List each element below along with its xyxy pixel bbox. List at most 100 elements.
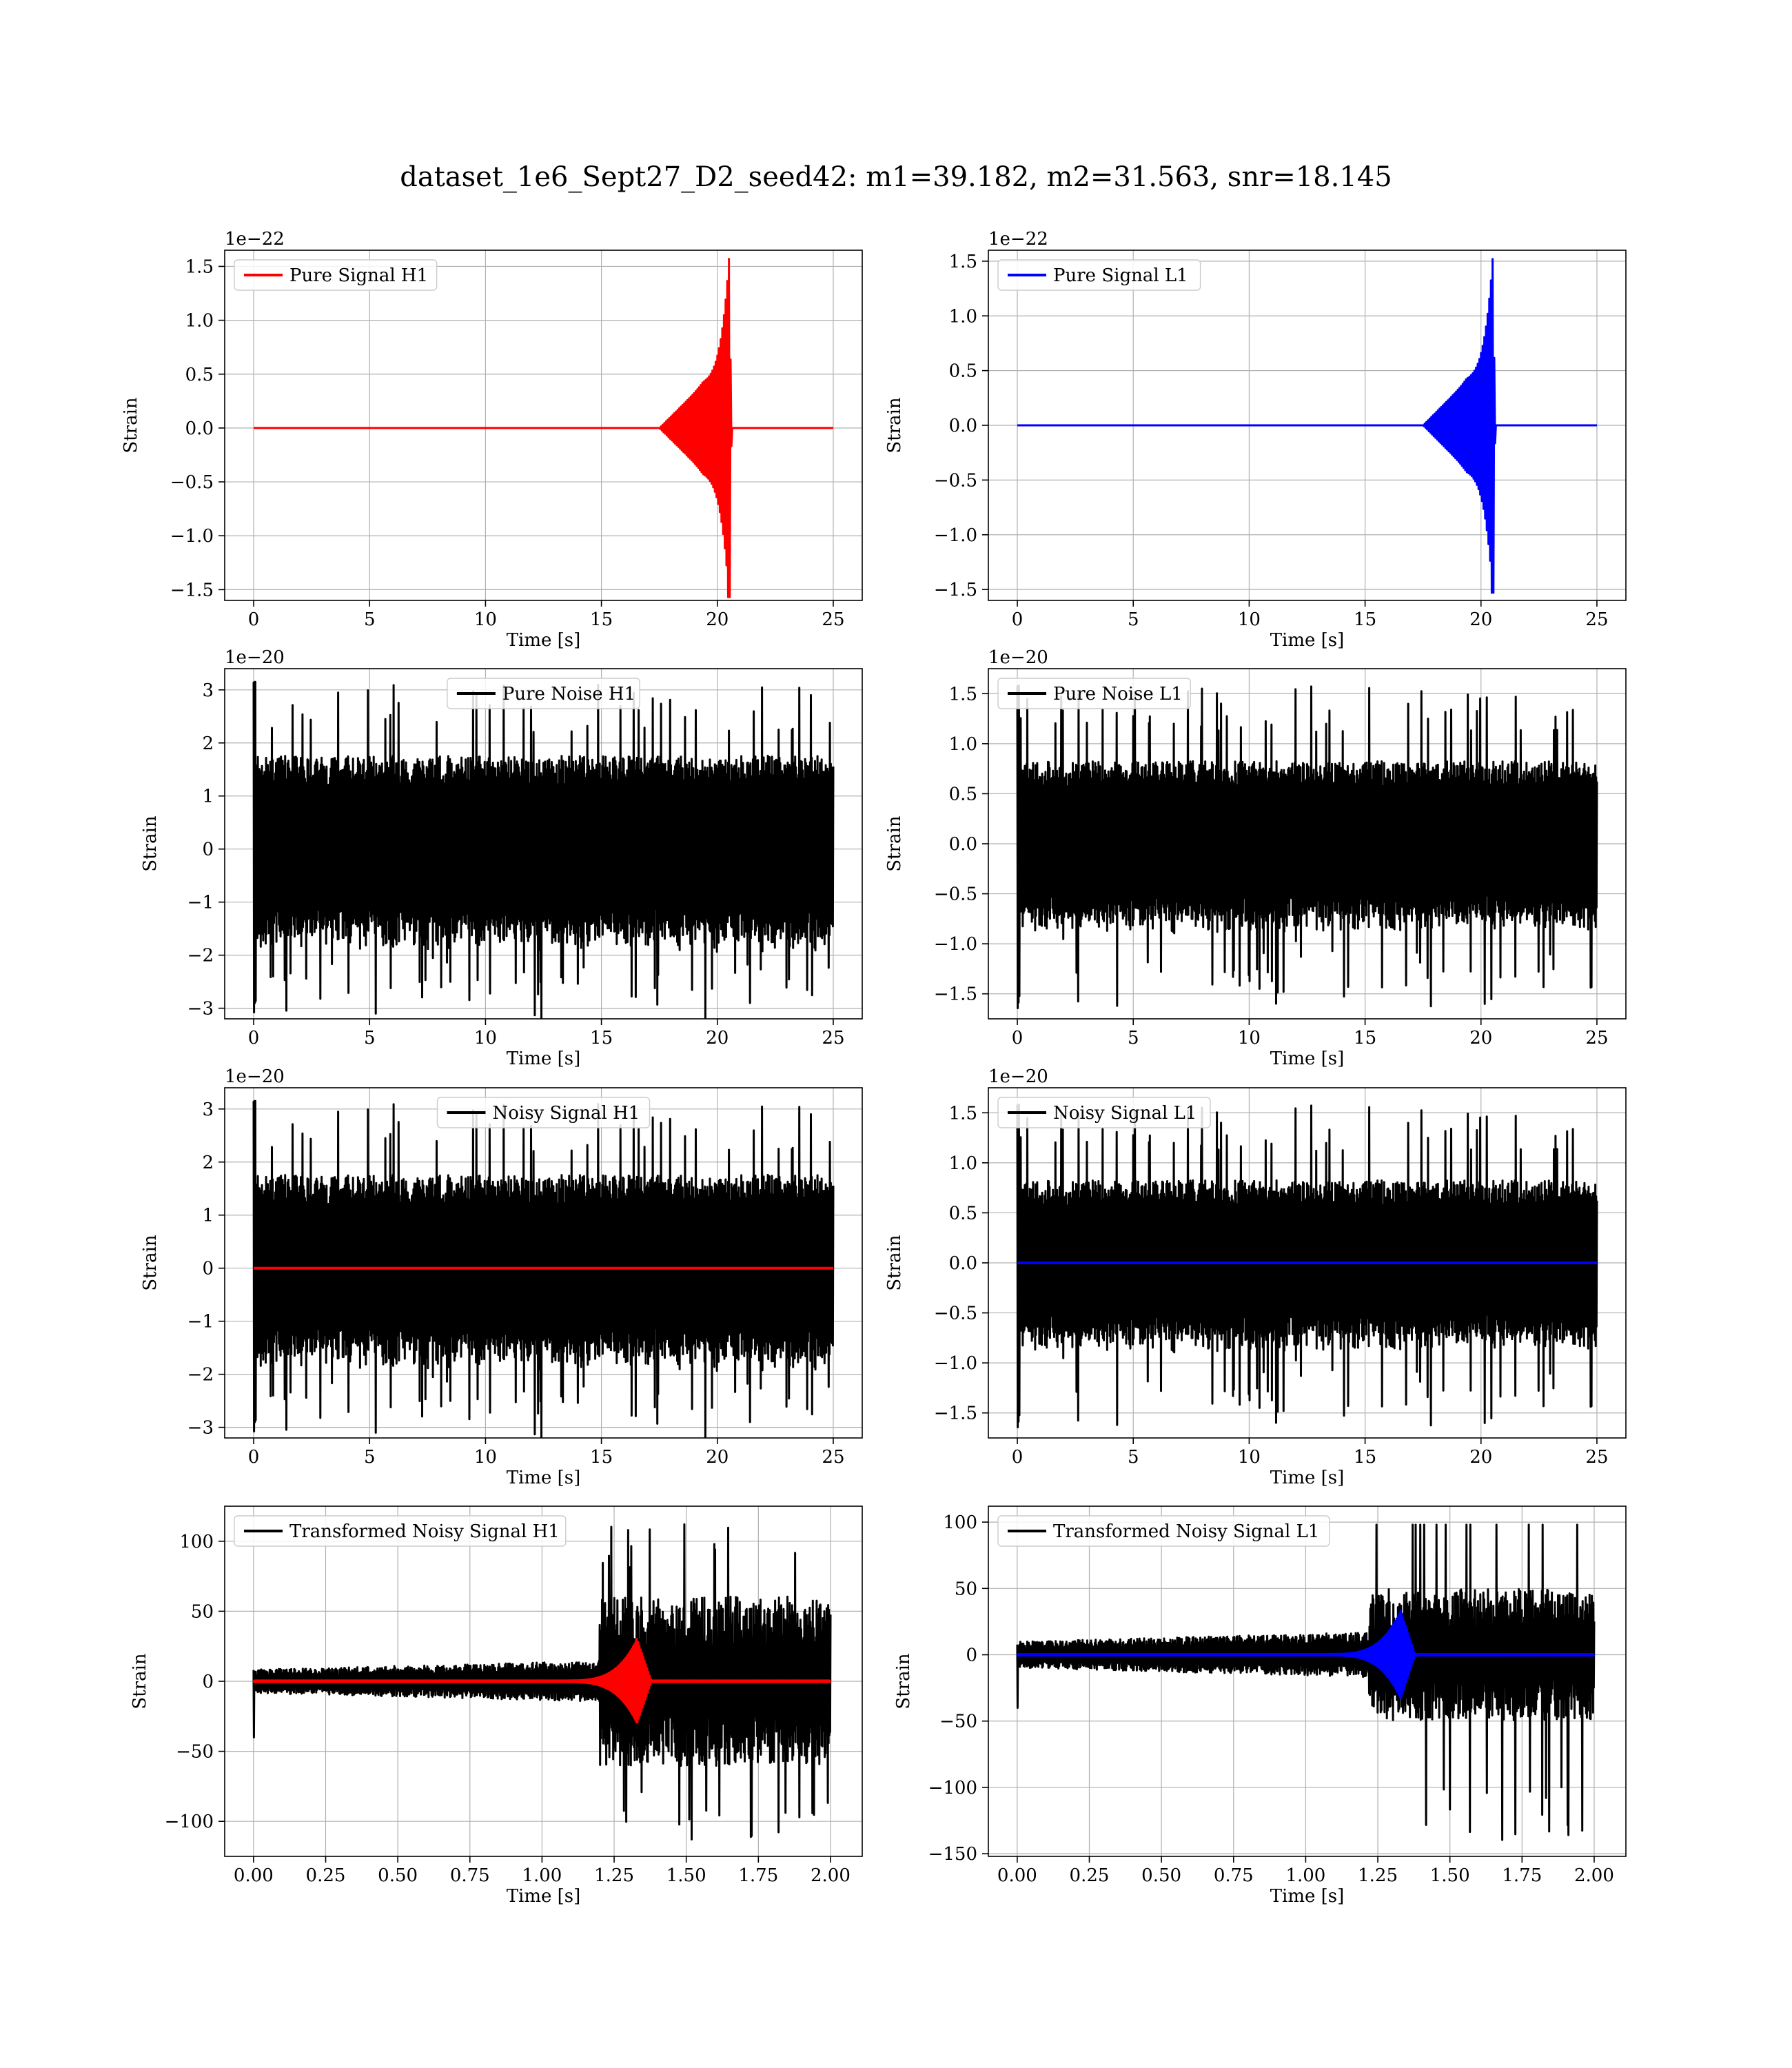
y-tick-label: 1.5 bbox=[185, 256, 214, 277]
x-tick-label: 20 bbox=[706, 1447, 729, 1468]
plot-area bbox=[252, 1099, 835, 1438]
x-tick-label: 10 bbox=[1238, 1028, 1261, 1048]
y-tick-label: 1 bbox=[202, 1206, 214, 1226]
y-tick-label: −1 bbox=[187, 893, 214, 913]
y-tick-label: −1.5 bbox=[934, 580, 977, 600]
x-tick-label: 10 bbox=[474, 1028, 497, 1048]
x-tick-label: 15 bbox=[1354, 1028, 1376, 1048]
x-tick-label: 2.00 bbox=[811, 1865, 851, 1886]
legend-label: Noisy Signal H1 bbox=[493, 1103, 640, 1124]
x-tick-label: 25 bbox=[822, 1447, 844, 1468]
legend-frame bbox=[997, 678, 1191, 709]
legend-frame bbox=[997, 259, 1201, 291]
y-axis-label: Strain bbox=[130, 1653, 150, 1710]
x-tick-label: 10 bbox=[474, 609, 497, 630]
x-axis-label: Time [s] bbox=[507, 1886, 581, 1907]
legend-frame bbox=[997, 1515, 1330, 1547]
x-tick-label: 20 bbox=[1469, 1447, 1492, 1468]
x-tick-label: 0.00 bbox=[234, 1865, 274, 1886]
y-tick-label: 1.5 bbox=[949, 684, 977, 704]
legend-label: Pure Signal L1 bbox=[1053, 265, 1188, 286]
y-tick-label: −50 bbox=[176, 1742, 214, 1763]
x-tick-label: 1.25 bbox=[1358, 1865, 1398, 1886]
y-axis-label: Strain bbox=[884, 815, 905, 872]
x-axis-label: Time [s] bbox=[507, 630, 581, 651]
y-tick-label: 1.0 bbox=[185, 311, 214, 332]
x-tick-label: 15 bbox=[1354, 1447, 1376, 1468]
x-tick-label: 1.25 bbox=[594, 1865, 634, 1886]
subplot-7: 0.00 0.25 0.50 0.75 1.00 1.25 1.50 1.75 2.00 −100… bbox=[130, 1506, 863, 1907]
y-tick-label: 1.0 bbox=[949, 734, 977, 755]
y-offset-text: 1e−20 bbox=[225, 1066, 285, 1087]
series-line-1 bbox=[1016, 1523, 1596, 1841]
subplot-4: 0 5 10 15 20 25 −1.5 −1.0 −0.5 0.0 0.5 1.0 1.5 Time [… bbox=[884, 647, 1627, 1069]
x-axis-label: Time [s] bbox=[1270, 1048, 1345, 1069]
x-axis-label: Time [s] bbox=[1270, 630, 1345, 651]
x-tick-label: 25 bbox=[822, 609, 844, 630]
x-tick-label: 0.75 bbox=[1214, 1865, 1254, 1886]
y-offset-text: 1e−22 bbox=[225, 229, 285, 250]
legend-frame bbox=[436, 1097, 651, 1128]
x-tick-label: 25 bbox=[1585, 609, 1608, 630]
y-tick-label: 1 bbox=[202, 787, 214, 807]
plot-area bbox=[1016, 685, 1598, 1009]
y-axis-label: Strain bbox=[884, 1235, 905, 1291]
legend-label: Transformed Noisy Signal H1 bbox=[289, 1521, 560, 1542]
legend: Transformed Noisy Signal L1 bbox=[997, 1515, 1330, 1547]
y-tick-label: −100 bbox=[165, 1812, 214, 1832]
y-offset-text: 1e−22 bbox=[988, 229, 1048, 250]
x-tick-label: 0.75 bbox=[450, 1865, 490, 1886]
plot-area bbox=[1017, 258, 1598, 594]
y-axis-label: Strain bbox=[121, 397, 141, 454]
plot-area bbox=[1016, 1523, 1596, 1841]
legend-frame bbox=[997, 1097, 1211, 1128]
x-axis-label: Time [s] bbox=[507, 1468, 581, 1488]
x-tick-label: 25 bbox=[1585, 1447, 1608, 1468]
legend: Pure Noise H1 bbox=[447, 678, 640, 709]
y-tick-label: −1 bbox=[187, 1312, 214, 1332]
x-tick-label: 0 bbox=[1012, 1447, 1024, 1468]
x-tick-label: 10 bbox=[474, 1447, 497, 1468]
y-tick-label: −1.0 bbox=[934, 934, 977, 955]
x-axis-label: Time [s] bbox=[1270, 1468, 1345, 1488]
legend-frame bbox=[234, 259, 438, 291]
subplot-8: 0.00 0.25 0.50 0.75 1.00 1.25 1.50 1.75 2.00 −150… bbox=[893, 1506, 1627, 1907]
y-tick-label: 0.0 bbox=[949, 834, 977, 855]
x-tick-label: 25 bbox=[822, 1028, 844, 1048]
y-tick-label: 100 bbox=[943, 1512, 977, 1533]
legend-frame bbox=[234, 1515, 567, 1547]
x-tick-label: 0 bbox=[1012, 609, 1024, 630]
y-tick-label: 50 bbox=[955, 1579, 977, 1599]
series-line-2 bbox=[252, 1638, 832, 1724]
y-tick-label: −1.5 bbox=[934, 984, 977, 1005]
y-tick-label: −1.0 bbox=[934, 525, 977, 546]
x-tick-label: 15 bbox=[590, 1028, 613, 1048]
subplot-3: 0 5 10 15 20 25 −3 −2 −1 0 1 2 3 Time [s] Strain 1e−20 P… bbox=[140, 647, 863, 1069]
y-tick-label: 0.5 bbox=[185, 365, 214, 385]
legend-label: Pure Noise L1 bbox=[1053, 684, 1183, 704]
x-tick-label: 0 bbox=[248, 609, 260, 630]
legend: Pure Signal H1 bbox=[234, 259, 438, 291]
legend: Noisy Signal L1 bbox=[997, 1097, 1211, 1128]
axes-frame bbox=[224, 250, 863, 601]
x-tick-label: 1.50 bbox=[1430, 1865, 1470, 1886]
y-tick-label: −50 bbox=[939, 1712, 977, 1732]
plot-area bbox=[252, 1523, 832, 1841]
y-tick-label: 2 bbox=[202, 733, 214, 754]
x-tick-label: 5 bbox=[364, 609, 376, 630]
subplot-1: 0 5 10 15 20 25 −1.5 −1.0 −0.5 0.0 0.5 1.0 1.5 Time [… bbox=[121, 229, 863, 651]
y-tick-label: 0 bbox=[202, 1259, 214, 1279]
y-tick-label: −0.5 bbox=[934, 470, 977, 491]
y-offset-text: 1e−20 bbox=[225, 647, 285, 668]
y-axis-label: Strain bbox=[140, 1235, 161, 1291]
y-tick-label: −1.5 bbox=[934, 1403, 977, 1424]
x-tick-label: 0 bbox=[248, 1447, 260, 1468]
y-tick-label: −0.5 bbox=[934, 884, 977, 905]
x-tick-label: 5 bbox=[364, 1447, 376, 1468]
x-tick-label: 0.50 bbox=[1141, 1865, 1181, 1886]
legend-label: Pure Noise H1 bbox=[502, 684, 635, 704]
y-axis-label: Strain bbox=[140, 815, 161, 872]
y-tick-label: 1.5 bbox=[949, 1103, 977, 1124]
x-tick-label: 1.50 bbox=[666, 1865, 706, 1886]
